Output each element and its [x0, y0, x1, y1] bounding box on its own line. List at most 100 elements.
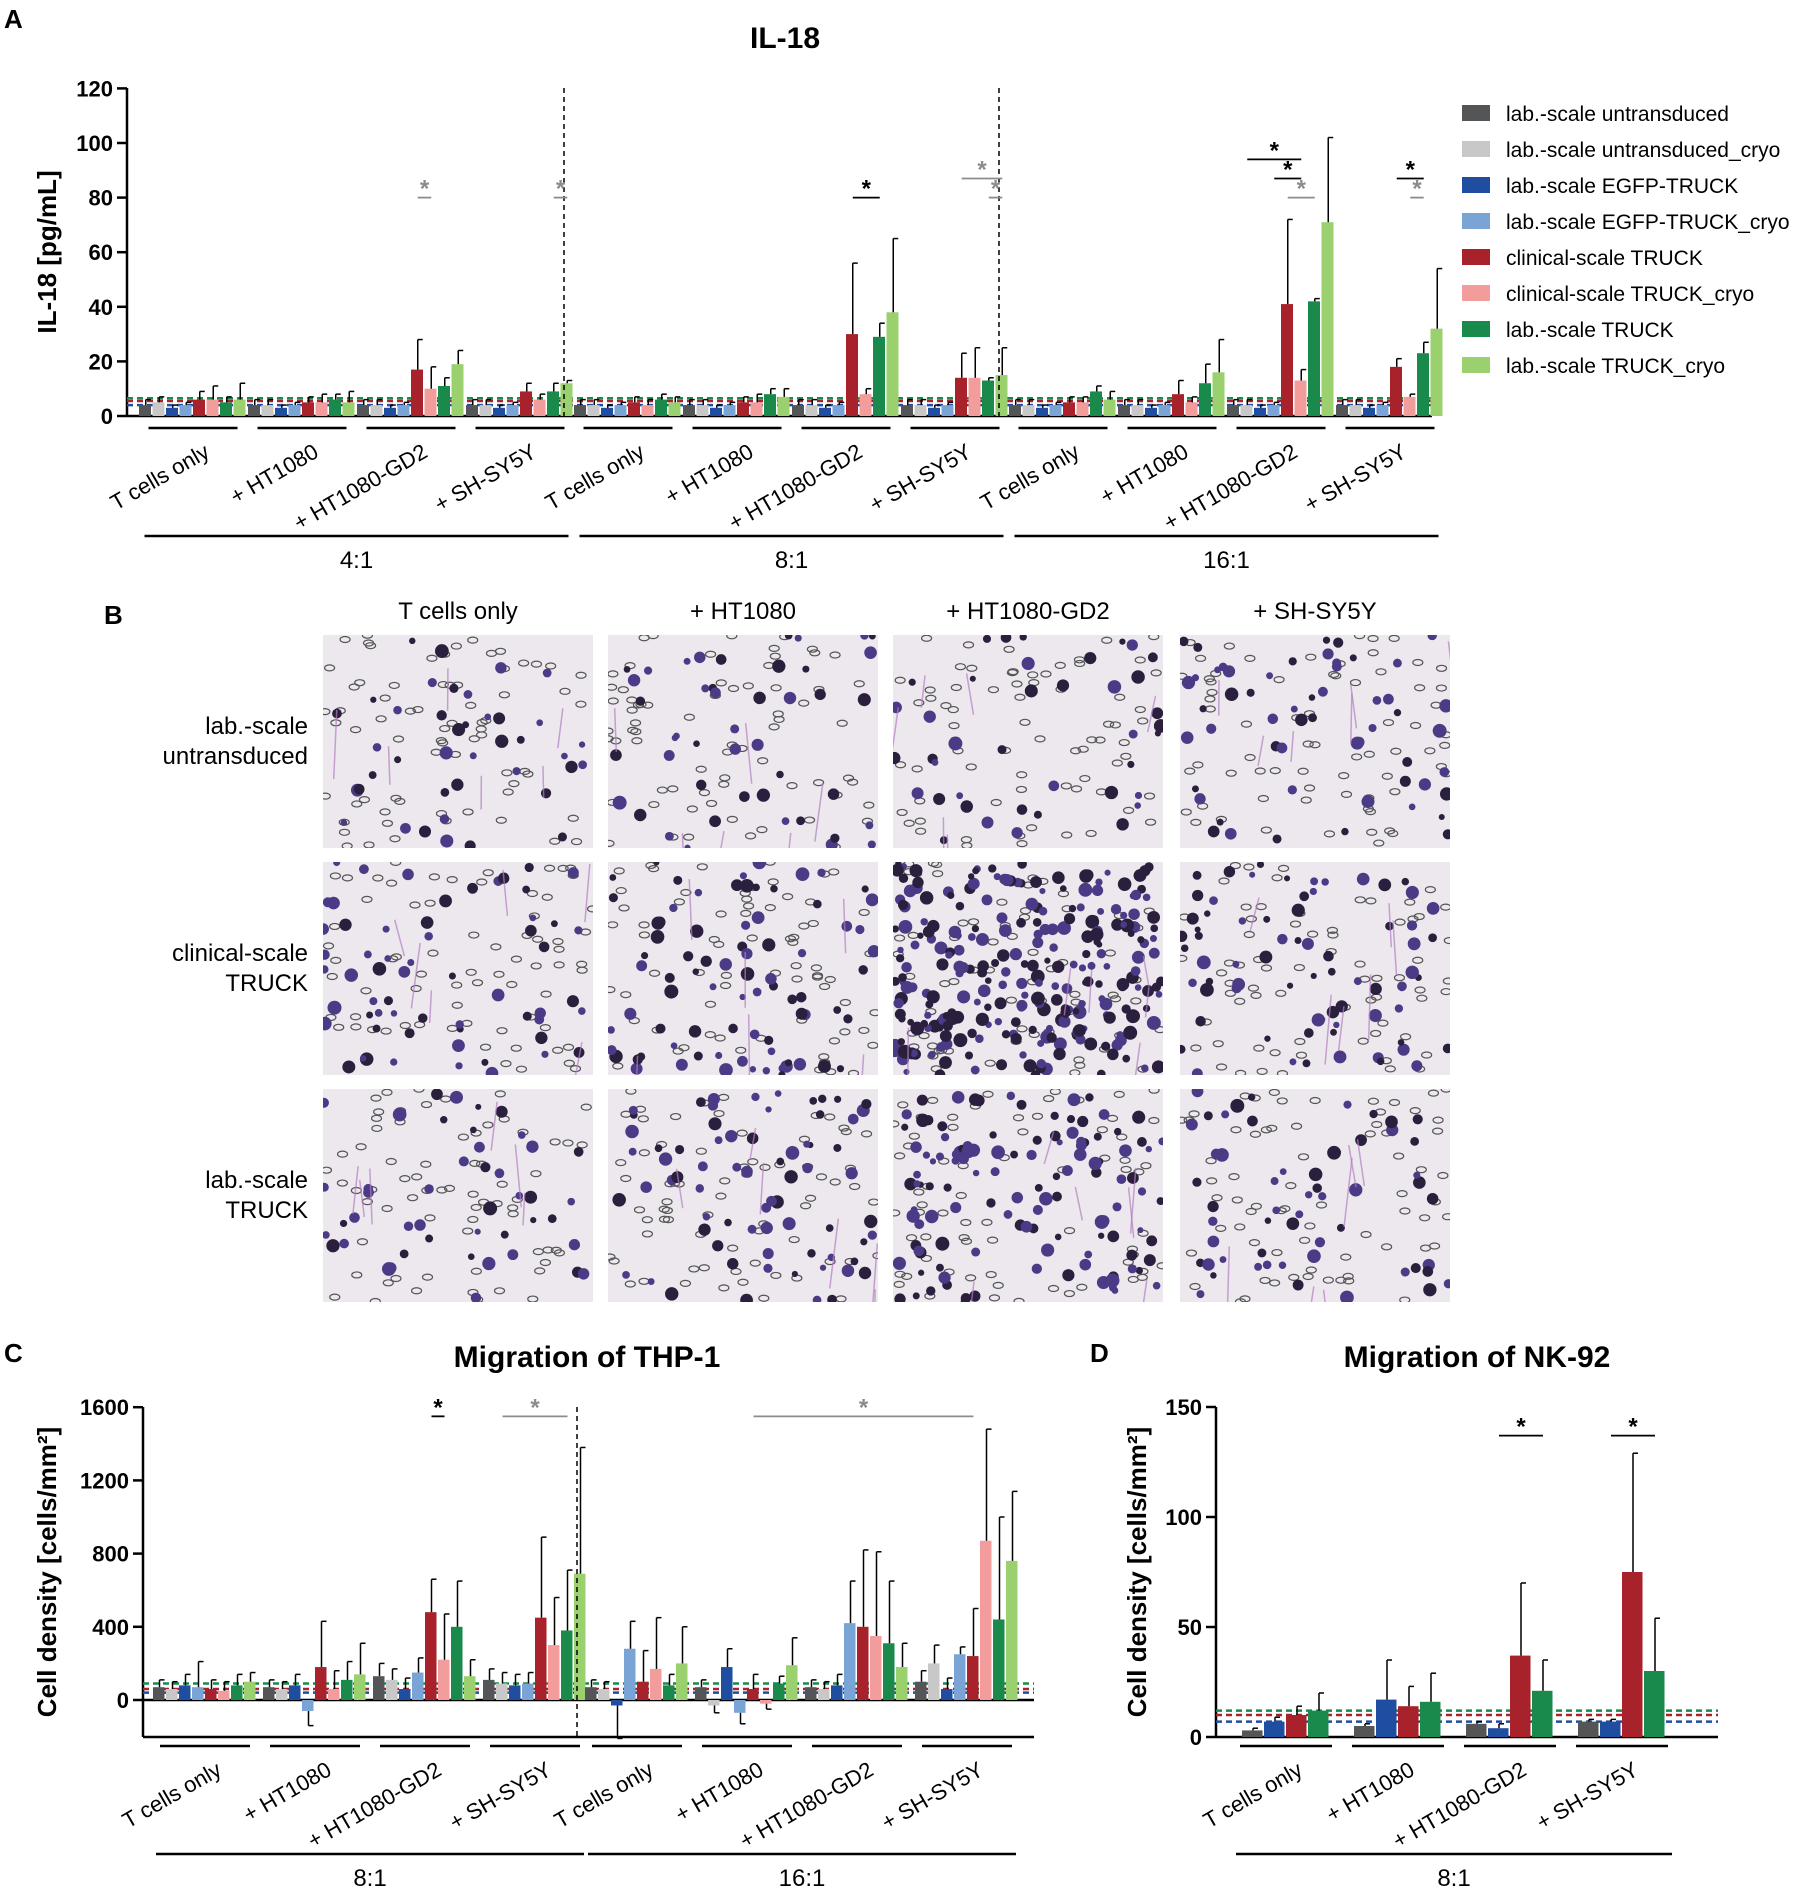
row-label-lab-truck: lab.-scale TRUCK: [138, 1166, 308, 1226]
bar-A: [1212, 372, 1225, 416]
stained-cell: [998, 980, 1008, 990]
stained-cell: [1107, 680, 1122, 694]
stained-cell: [1426, 902, 1440, 915]
membrane-pore: [424, 899, 436, 907]
membrane-pore: [730, 1267, 742, 1276]
bar-A: [1009, 405, 1021, 416]
stained-cell: [1216, 818, 1224, 826]
membrane-pore: [954, 663, 967, 671]
stained-cell: [491, 988, 505, 1002]
membrane-pore: [372, 874, 384, 882]
cell-process: [410, 942, 421, 1009]
membrane-pore: [1134, 705, 1146, 714]
stained-cell: [960, 1297, 969, 1302]
stained-cell: [967, 1028, 977, 1039]
membrane-pore: [625, 1089, 637, 1095]
stained-cell: [795, 867, 810, 882]
bar-C: [915, 1681, 927, 1700]
stained-cell: [1119, 1144, 1132, 1157]
stained-cell: [1151, 1060, 1163, 1074]
membrane-pore: [390, 862, 402, 866]
membrane-pore: [698, 789, 711, 797]
membrane-pore: [931, 862, 943, 869]
bar-A: [1185, 402, 1198, 416]
bar-C: [483, 1679, 495, 1700]
membrane-pore: [553, 945, 565, 953]
membrane-pore: [965, 763, 977, 771]
membrane-pore: [496, 1180, 508, 1188]
bar-A: [655, 399, 667, 416]
membrane-pore: [804, 1194, 817, 1202]
cell-process: [1367, 974, 1372, 1041]
membrane-pore: [428, 873, 441, 881]
membrane-pore: [530, 962, 542, 970]
membrane-pore: [1119, 1156, 1131, 1164]
stained-cell: [1116, 1031, 1124, 1039]
stained-cell: [1256, 862, 1265, 869]
membrane-pore: [683, 713, 696, 721]
stained-cell: [1207, 1235, 1220, 1248]
stained-cell: [1130, 889, 1142, 901]
stained-cell: [369, 997, 378, 1006]
membrane-pore: [869, 1009, 878, 1017]
membrane-pore: [1229, 862, 1241, 870]
membrane-pore: [996, 898, 1008, 906]
y-tick-label: 120: [76, 76, 113, 101]
membrane-pore: [409, 901, 421, 909]
stained-cell: [323, 1231, 330, 1239]
stained-cell: [515, 1191, 524, 1200]
membrane-pore: [1143, 792, 1156, 800]
stained-cell: [455, 1062, 463, 1070]
stained-cell: [797, 948, 807, 958]
stained-cell: [440, 1116, 448, 1124]
membrane-pore: [648, 800, 660, 809]
membrane-pore: [371, 1124, 383, 1133]
membrane-pore: [369, 1297, 381, 1302]
stained-cell: [1289, 1058, 1297, 1066]
stained-cell: [965, 1051, 974, 1060]
stained-cell: [567, 1197, 576, 1206]
membrane-pore: [370, 1114, 383, 1122]
membrane-pore: [987, 686, 1000, 694]
membrane-pore: [824, 975, 836, 984]
bar-A: [1103, 399, 1116, 416]
stained-cell: [1194, 926, 1201, 933]
membrane-pore: [937, 1209, 949, 1217]
bar-A: [574, 405, 586, 416]
membrane-pore: [1305, 653, 1317, 661]
stained-cell: [439, 814, 450, 824]
stained-cell: [608, 1045, 617, 1056]
bar-A: [1172, 394, 1184, 416]
membrane-pore: [457, 1133, 470, 1141]
stained-cell: [1262, 1260, 1272, 1270]
membrane-pore: [788, 933, 800, 941]
stained-cell: [1081, 930, 1095, 943]
bar-A: [1403, 396, 1416, 416]
stained-cell: [1221, 1110, 1230, 1119]
stained-cell: [636, 960, 648, 972]
stained-cell: [540, 788, 552, 799]
membrane-pore: [1367, 635, 1379, 643]
stained-cell: [934, 941, 948, 955]
stained-cell: [1132, 1110, 1146, 1124]
membrane-pore: [1432, 1116, 1444, 1124]
membrane-pore: [965, 1274, 977, 1282]
stained-cell: [529, 914, 537, 922]
stained-cell: [719, 958, 732, 971]
significance-star: *: [1270, 137, 1280, 164]
stained-cell: [1066, 1114, 1076, 1124]
bar-C: [818, 1689, 830, 1700]
cell-process: [502, 869, 509, 916]
stained-cell: [1193, 642, 1203, 652]
stained-cell: [939, 1056, 952, 1069]
stained-cell: [1096, 949, 1106, 959]
membrane-pore: [764, 904, 776, 912]
chart-title-C: Migration of THP-1: [454, 1341, 721, 1374]
stained-cell: [1126, 639, 1138, 651]
membrane-pore: [788, 1235, 800, 1244]
bar-A: [206, 399, 219, 416]
membrane-pore: [790, 962, 802, 970]
cell-process: [749, 1128, 757, 1160]
membrane-pore: [1047, 1284, 1060, 1293]
membrane-pore: [1188, 1110, 1200, 1118]
